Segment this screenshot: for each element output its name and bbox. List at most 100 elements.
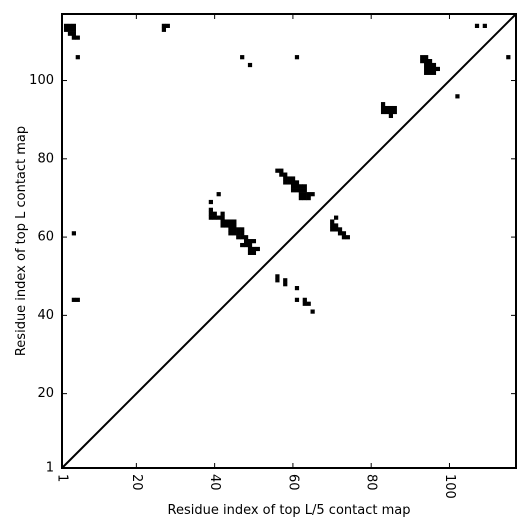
contact-cell bbox=[247, 239, 253, 244]
x-tick-label: 60 bbox=[285, 474, 300, 491]
contact-cell bbox=[63, 23, 69, 28]
x-tick-label: 1 bbox=[55, 474, 70, 482]
contact-cell bbox=[243, 235, 249, 240]
contact-cell bbox=[251, 250, 257, 255]
contact-cell bbox=[427, 62, 433, 68]
x-axis-ticks: 1 20 40 60 80 100 bbox=[55, 14, 457, 499]
contact-cell bbox=[212, 215, 217, 220]
contact-cell bbox=[216, 215, 221, 220]
contact-cell bbox=[294, 180, 300, 185]
contact-cell bbox=[298, 195, 303, 201]
contact-cell bbox=[220, 219, 225, 224]
y-tick-label: 80 bbox=[37, 151, 54, 166]
contact-cell bbox=[240, 231, 245, 236]
contact-cell bbox=[294, 55, 300, 60]
contact-cell bbox=[208, 207, 213, 212]
contact-cell bbox=[255, 246, 260, 252]
contact-cell bbox=[424, 70, 429, 75]
contact-cell bbox=[431, 62, 437, 68]
contact-cell bbox=[71, 231, 76, 236]
contact-cell bbox=[384, 105, 390, 111]
contact-cell bbox=[427, 70, 433, 75]
x-tick-label: 100 bbox=[442, 474, 457, 499]
contact-cell bbox=[251, 246, 257, 252]
contact-cell bbox=[240, 242, 245, 248]
contact-cell bbox=[306, 301, 311, 306]
contact-cell bbox=[247, 246, 253, 252]
contact-cell bbox=[384, 109, 390, 115]
contact-cell bbox=[275, 278, 280, 283]
contact-cell bbox=[388, 113, 394, 119]
contact-cell bbox=[212, 211, 217, 216]
contact-cell bbox=[310, 192, 315, 197]
contact-cell bbox=[337, 231, 343, 236]
contact-cell bbox=[247, 62, 253, 68]
contact-cell bbox=[165, 23, 170, 28]
contact-cell bbox=[283, 172, 288, 177]
contact-cell bbox=[232, 227, 237, 232]
x-tick-label: 40 bbox=[207, 474, 222, 491]
contact-cell bbox=[279, 168, 284, 173]
contact-cell bbox=[388, 109, 394, 115]
contact-cell bbox=[236, 235, 241, 240]
contact-cell bbox=[224, 219, 229, 224]
contact-cell bbox=[71, 27, 76, 32]
contact-cell bbox=[287, 176, 292, 181]
contact-cell bbox=[298, 184, 303, 189]
contact-cell bbox=[294, 297, 300, 302]
contact-cell bbox=[224, 223, 229, 228]
contact-cell bbox=[435, 66, 440, 72]
contact-cell bbox=[290, 184, 296, 189]
contact-cell bbox=[294, 286, 300, 291]
contact-cell bbox=[302, 188, 307, 193]
contact-cell bbox=[427, 66, 433, 72]
contact-cell bbox=[424, 62, 429, 68]
x-tick-label: 20 bbox=[129, 474, 144, 491]
contact-cell bbox=[427, 59, 433, 64]
y-axis-ticks: 1 20 40 60 80 100 bbox=[29, 73, 516, 476]
contact-cell bbox=[240, 227, 245, 232]
contact-cell bbox=[337, 227, 343, 232]
contact-cell bbox=[75, 35, 80, 40]
y-tick-label: 20 bbox=[37, 386, 54, 401]
contact-cell bbox=[247, 250, 253, 255]
contact-cell bbox=[334, 215, 339, 220]
contact-cell bbox=[380, 109, 386, 115]
contact-cell bbox=[232, 231, 237, 236]
contact-cell bbox=[208, 215, 213, 220]
contact-cell bbox=[420, 59, 425, 64]
contact-cell bbox=[67, 27, 73, 32]
contact-cell bbox=[290, 176, 296, 181]
contact-cell bbox=[302, 297, 307, 302]
contact-cell bbox=[380, 102, 386, 107]
contact-cell bbox=[228, 219, 233, 224]
x-axis-label: Residue index of top L/5 contact map bbox=[168, 503, 411, 518]
y-tick-label: 60 bbox=[37, 230, 54, 245]
contact-cell bbox=[228, 227, 233, 232]
y-tick-label: 40 bbox=[37, 308, 54, 323]
contact-cell bbox=[75, 55, 80, 60]
contact-cell bbox=[71, 23, 76, 28]
contact-cell bbox=[330, 219, 335, 224]
contact-cell bbox=[279, 172, 284, 177]
y-axis-label: Residue index of top L contact map bbox=[14, 126, 29, 356]
contact-cell bbox=[208, 211, 213, 216]
contact-cell bbox=[341, 231, 347, 236]
contact-cell bbox=[334, 227, 339, 232]
contact-cell bbox=[424, 59, 429, 64]
contact-cell bbox=[283, 282, 288, 287]
contact-cell bbox=[341, 235, 347, 240]
contact-cell bbox=[506, 55, 511, 60]
contact-cell bbox=[161, 23, 167, 28]
contact-cell bbox=[380, 105, 386, 111]
contact-cell bbox=[306, 195, 311, 201]
contact-cell bbox=[161, 27, 167, 32]
contact-cell bbox=[310, 309, 315, 314]
contact-cell bbox=[392, 109, 397, 115]
contact-cell bbox=[236, 231, 241, 236]
contact-cell bbox=[71, 31, 76, 36]
contact-cell bbox=[431, 66, 437, 72]
contact-cell bbox=[228, 223, 233, 228]
contact-cell bbox=[302, 184, 307, 189]
